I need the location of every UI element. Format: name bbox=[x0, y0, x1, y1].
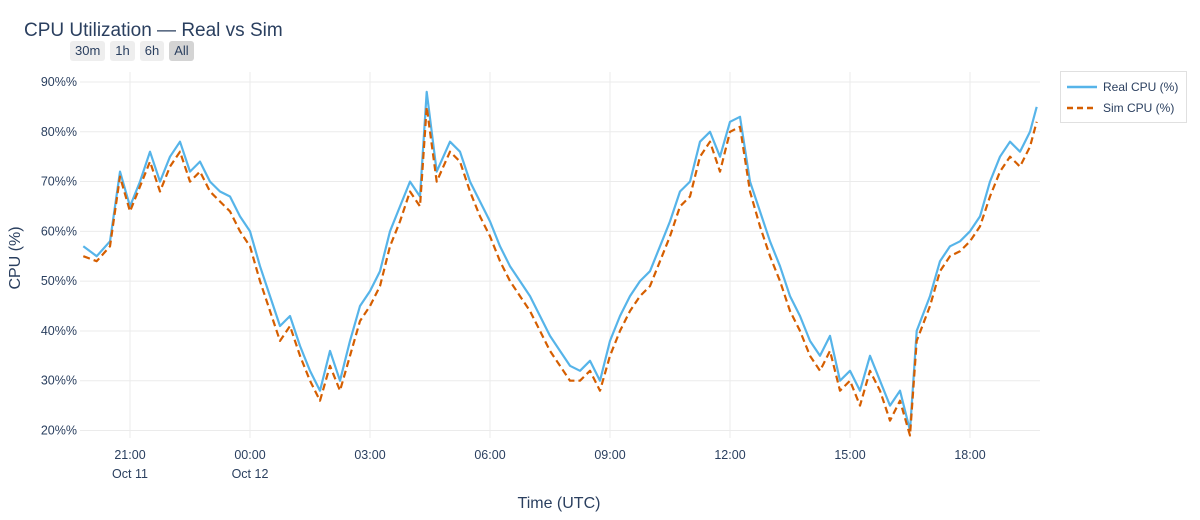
range-button-1h[interactable]: 1h bbox=[110, 41, 135, 61]
series-line-sim-cpu bbox=[82, 105, 1038, 437]
y-tick-label: 80%% bbox=[41, 125, 77, 139]
grid-lines bbox=[80, 72, 1040, 438]
range-button-6h[interactable]: 6h bbox=[139, 41, 165, 61]
y-tick-label: 70%% bbox=[41, 175, 77, 189]
legend-label-sim: Sim CPU (%) bbox=[1103, 101, 1175, 115]
x-tick-label: 21:00 bbox=[114, 448, 145, 462]
x-tick-date-label: Oct 12 bbox=[232, 467, 269, 481]
range-button-30m[interactable]: 30m bbox=[70, 41, 106, 61]
x-tick-label: 18:00 bbox=[954, 448, 985, 462]
x-axis-title: Time (UTC) bbox=[518, 495, 601, 512]
x-tick-label: 09:00 bbox=[594, 448, 625, 462]
x-tick-label: 03:00 bbox=[354, 448, 385, 462]
legend-item-real[interactable]: Real CPU (%) bbox=[1067, 77, 1178, 97]
y-tick-labels: 20%% 30%% 40%% 50%% 60%% 70%% 80%% 90%% bbox=[41, 75, 77, 438]
chart-title: CPU Utilization — Real vs Sim bbox=[24, 20, 283, 41]
legend-swatch-real bbox=[1067, 85, 1097, 89]
y-axis-title: CPU (%) bbox=[7, 226, 24, 289]
x-tick-label: 00:00 bbox=[234, 448, 265, 462]
y-tick-label: 30%% bbox=[41, 374, 77, 388]
y-tick-label: 50%% bbox=[41, 274, 77, 288]
range-button-all[interactable]: All bbox=[169, 41, 194, 61]
y-tick-label: 40%% bbox=[41, 324, 77, 338]
x-tick-date-label: Oct 11 bbox=[112, 467, 148, 481]
x-tick-label: 12:00 bbox=[714, 448, 745, 462]
x-tick-label: 15:00 bbox=[834, 448, 865, 462]
legend-label-real: Real CPU (%) bbox=[1103, 80, 1179, 94]
legend-item-sim[interactable]: Sim CPU (%) bbox=[1067, 98, 1174, 118]
x-tick-labels: 21:00 Oct 11 00:00 Oct 12 03:00 06:00 09:00 12:… bbox=[112, 448, 986, 481]
y-tick-label: 90%% bbox=[41, 75, 77, 89]
legend-swatch-sim bbox=[1067, 106, 1097, 110]
series-line-real-cpu bbox=[82, 90, 1038, 432]
legend: Real CPU (%) Sim CPU (%) bbox=[1060, 71, 1187, 123]
y-tick-label: 60%% bbox=[41, 224, 77, 238]
x-tick-label: 06:00 bbox=[474, 448, 505, 462]
range-selector: 30m 1h 6h All bbox=[70, 41, 194, 61]
y-tick-label: 20%% bbox=[41, 424, 77, 438]
series-lines bbox=[82, 90, 1038, 437]
